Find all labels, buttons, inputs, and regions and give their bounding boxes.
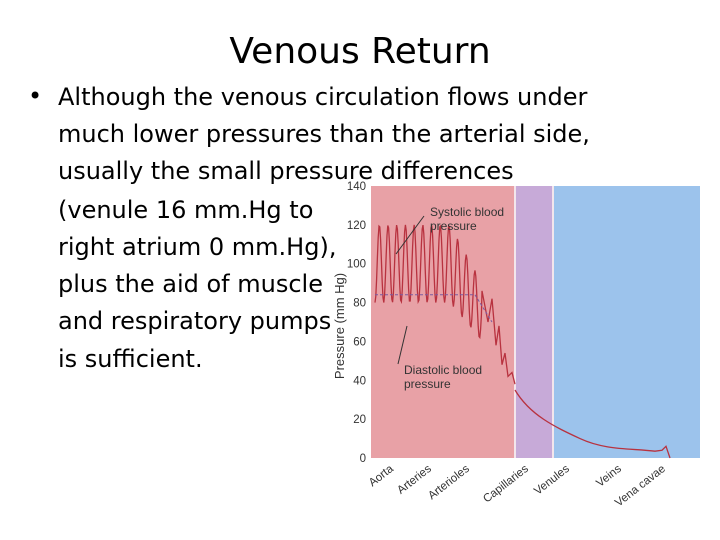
- bullet-line: is sufficient.: [58, 345, 203, 373]
- x-tick-label: Capillaries: [481, 463, 531, 506]
- diastolic-annotation-line-2: pressure: [404, 377, 451, 391]
- y-tick-label: 100: [347, 259, 366, 271]
- y-tick-label: 140: [347, 181, 366, 193]
- x-tick-label: Venules: [532, 463, 572, 498]
- y-tick-label: 60: [353, 336, 366, 348]
- systolic-annotation-line-2: pressure: [430, 219, 477, 233]
- pressure-chart-svg: 0 20 40 60 80 100 120 140 Pressure (mm Hg) Aort…: [332, 181, 700, 510]
- venous-pressure-trace: [514, 389, 671, 459]
- bullet-marker: •: [28, 82, 43, 110]
- venous-region: [553, 186, 700, 458]
- y-tick-label: 20: [353, 414, 366, 426]
- bullet-line: usually the small pressure differences: [58, 157, 514, 185]
- bullet-line: much lower pressures than the arterial s…: [58, 120, 590, 148]
- region-backgrounds: [371, 186, 700, 458]
- y-tick-label: 120: [347, 220, 366, 232]
- arterial-region: [371, 186, 515, 458]
- capillary-region: [515, 186, 553, 458]
- systolic-leader-line: [395, 215, 425, 255]
- y-tick-label: 40: [353, 375, 366, 387]
- bullet-line: (venule 16 mm.Hg to: [58, 196, 314, 224]
- diastolic-annotation-line-1: Diastolic blood: [404, 363, 482, 377]
- bullet-line: right atrium 0 mm.Hg),: [58, 233, 337, 261]
- y-tick-label: 80: [353, 298, 366, 310]
- bullet-line: Although the venous circulation flows un…: [58, 83, 588, 111]
- x-tick-label: Aorta: [367, 463, 397, 490]
- diastolic-leader-line: [397, 325, 408, 365]
- bullet-line: and respiratory pumps: [58, 307, 332, 335]
- systolic-annotation-line-1: Systolic blood: [430, 205, 504, 219]
- y-tick-labels: 0 20 40 60 80 100 120 140: [347, 181, 366, 465]
- y-axis-label: Pressure (mm Hg): [332, 273, 347, 379]
- slide-title: Venous Return: [229, 31, 491, 72]
- bullet-line: plus the aid of muscle: [58, 270, 323, 298]
- y-tick-label: 0: [360, 453, 366, 465]
- x-tick-label: Arterioles: [426, 463, 472, 503]
- x-tick-label: Veins: [594, 463, 624, 490]
- pulsatile-pressure-trace: [374, 224, 516, 385]
- pressure-chart: 0 20 40 60 80 100 120 140 Pressure (mm Hg) Aort…: [330, 176, 710, 540]
